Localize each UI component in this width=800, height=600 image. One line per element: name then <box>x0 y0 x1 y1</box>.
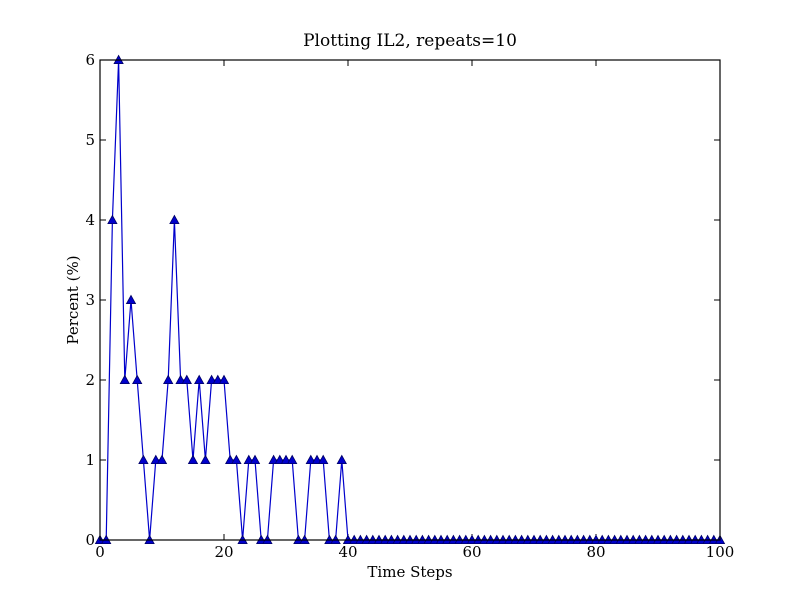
data-point-marker <box>107 214 118 225</box>
data-point-marker <box>225 454 236 465</box>
y-tick-label: 0 <box>85 531 95 549</box>
x-axis-label: Time Steps <box>367 563 452 581</box>
data-point-marker <box>175 374 186 385</box>
data-point-marker <box>243 454 254 465</box>
axis-ticks: 0 20 40 60 80 100 0 1 2 3 4 5 6 <box>85 51 734 561</box>
data-point-marker <box>156 454 168 465</box>
x-tick-label: 80 <box>586 543 605 561</box>
data-point-marker <box>206 374 217 385</box>
data-point-marker <box>280 454 292 465</box>
data-point-marker <box>169 214 180 225</box>
y-tick-label: 1 <box>85 451 95 469</box>
y-tick-label: 3 <box>85 291 95 309</box>
plot-frame <box>99 59 721 541</box>
data-point-marker <box>287 454 298 465</box>
y-tick-label: 5 <box>85 131 95 149</box>
data-point-marker <box>138 454 149 465</box>
data-point-marker <box>163 374 174 385</box>
data-point-marker <box>194 374 205 385</box>
data-point-marker <box>119 374 130 385</box>
data-point-marker <box>132 374 143 385</box>
data-point-marker <box>249 454 261 465</box>
x-tick-label: 0 <box>95 543 105 561</box>
x-tick-label: 100 <box>706 543 735 561</box>
x-tick-label: 20 <box>214 543 233 561</box>
series-line <box>100 59 720 541</box>
series-group <box>94 54 726 544</box>
data-point-marker <box>200 454 211 465</box>
data-point-marker <box>125 294 137 305</box>
data-point-marker <box>311 454 323 465</box>
data-point-marker <box>218 374 230 385</box>
y-tick-label: 4 <box>85 211 95 229</box>
chart-title: Plotting IL2, repeats=10 <box>303 31 517 51</box>
data-point-marker <box>181 374 192 385</box>
x-tick-label: 40 <box>338 543 357 561</box>
y-axis-label: Percent (%) <box>64 255 82 344</box>
data-point-marker <box>318 454 329 465</box>
data-point-marker <box>150 454 161 465</box>
y-tick-label: 2 <box>85 371 95 389</box>
data-point-marker <box>305 454 316 465</box>
data-point-marker <box>231 454 242 465</box>
data-point-marker <box>268 454 279 465</box>
y-tick-label: 6 <box>85 51 95 69</box>
data-point-marker <box>212 374 223 385</box>
data-point-marker <box>336 454 347 465</box>
data-point-marker <box>274 454 285 465</box>
x-tick-label: 60 <box>462 543 481 561</box>
data-point-marker <box>187 454 199 465</box>
